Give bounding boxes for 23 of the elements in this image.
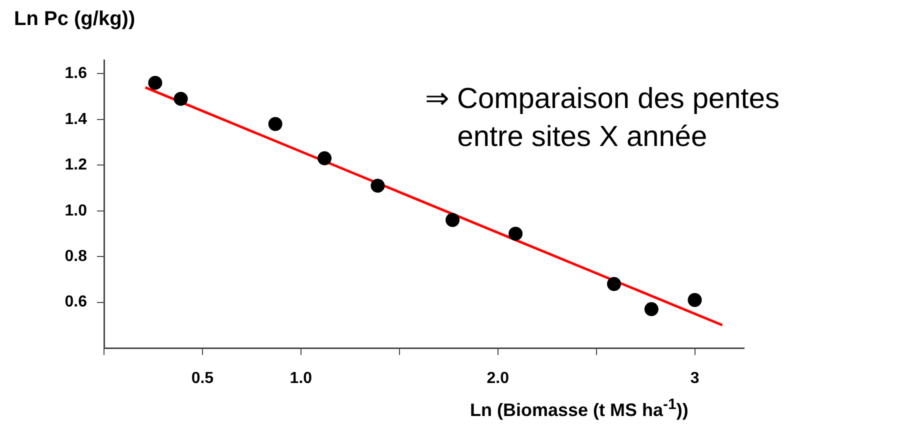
y-tick-label: 0.8: [64, 248, 88, 265]
x-tick-label: 3: [690, 370, 700, 388]
point: [607, 277, 622, 291]
x-tick-label: 1.0: [290, 370, 312, 388]
y-axis-title: Ln Pc (g/kg)): [14, 8, 136, 31]
y-tick-label: 1.6: [64, 65, 88, 82]
point: [318, 151, 332, 166]
point: [148, 76, 162, 90]
y-tick-label: 0.6: [64, 294, 88, 311]
point: [370, 178, 385, 193]
point: [446, 213, 460, 227]
point: [688, 293, 702, 307]
x-tick-label: 2.0: [486, 370, 510, 388]
point: [644, 302, 658, 316]
point: [508, 226, 523, 241]
annotation: ⇒ Comparaison des pentes entre sites X année: [425, 82, 780, 155]
y-tick-label: 1.4: [64, 110, 88, 128]
x-axis-title: Ln (Biomasse (t MS ha$^{-1}$)): [470, 396, 688, 421]
x-tick-label: 0.5: [191, 370, 214, 388]
y-tick-label: 1.0: [64, 202, 88, 220]
y-tick-label: 1.2: [64, 156, 88, 174]
point: [268, 117, 282, 131]
point: [174, 92, 188, 106]
